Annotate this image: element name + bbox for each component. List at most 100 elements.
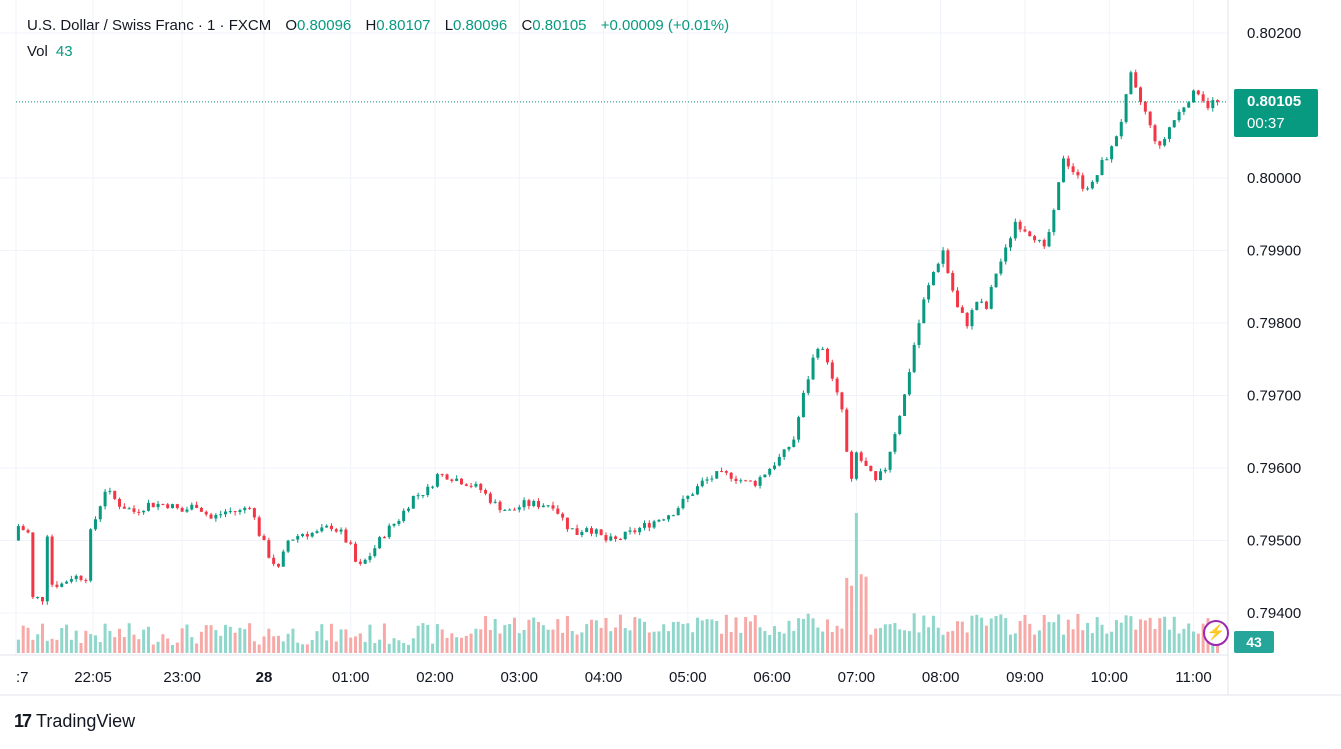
- candle-body: [171, 504, 175, 509]
- candle-body: [1042, 239, 1046, 247]
- volume-bar: [354, 636, 358, 653]
- time-tick-label: 11:00: [1175, 669, 1211, 686]
- candle-body: [1167, 127, 1171, 139]
- volume-bar: [782, 633, 786, 653]
- candle-body: [363, 559, 367, 564]
- candle-body: [469, 485, 473, 487]
- volume-bar: [344, 629, 348, 653]
- volume-bar: [936, 627, 940, 653]
- candle-body: [1211, 100, 1215, 109]
- volume-bar: [565, 615, 569, 653]
- volume-bar: [36, 634, 40, 653]
- candle-body: [1148, 111, 1152, 126]
- volume-bar: [55, 639, 59, 653]
- volume-bar: [84, 630, 88, 653]
- volume-bar: [777, 631, 781, 653]
- candle-body: [994, 273, 998, 288]
- candle-body: [257, 517, 261, 536]
- tradingview-brand[interactable]: 17 TradingView: [14, 711, 135, 732]
- candle-body: [407, 508, 411, 511]
- candle-body: [792, 439, 796, 447]
- candle-body: [859, 452, 863, 461]
- candle-body: [633, 530, 637, 533]
- candle-body: [1081, 175, 1085, 189]
- volume-bar: [329, 623, 333, 653]
- volume-bar: [1196, 633, 1200, 653]
- volume-bar: [850, 585, 854, 653]
- candle-body: [291, 539, 295, 541]
- volume-bar: [175, 642, 179, 653]
- candle-body: [1033, 236, 1037, 241]
- candle-body: [421, 495, 425, 497]
- volume-bar: [397, 640, 401, 653]
- candle-body: [565, 517, 569, 530]
- volume-bar: [60, 627, 64, 653]
- volume-bar: [334, 641, 338, 653]
- time-axis[interactable]: :7 22:05 23:00 28 01:00 02:00 03:00 04:00 05:00 0…: [16, 669, 1212, 686]
- volume-bar: [416, 625, 420, 653]
- candle-body: [228, 511, 232, 513]
- candle-body: [965, 312, 969, 327]
- symbol-legend[interactable]: U.S. Dollar / Swiss Franc · 1 · FXCM O0.…: [27, 17, 729, 34]
- volume-bar: [407, 644, 411, 653]
- volume-bar: [79, 643, 83, 653]
- candle-body: [1061, 158, 1065, 183]
- volume-bar: [816, 627, 820, 653]
- price-axis[interactable]: 0.80200 0.80000 0.79900 0.79800 0.79700 0.796…: [1247, 25, 1301, 622]
- candle-body: [830, 362, 834, 379]
- candle-body: [329, 525, 333, 530]
- volume-bar: [1061, 634, 1065, 653]
- volume-bar: [797, 618, 801, 653]
- volume-bar: [421, 623, 425, 653]
- volume-bar: [127, 623, 131, 653]
- candle-body: [825, 348, 829, 363]
- candle-body: [594, 529, 598, 534]
- volume-bar: [984, 625, 988, 653]
- candle-body: [907, 372, 911, 395]
- volume-bar: [142, 629, 146, 653]
- candle-body: [1134, 72, 1138, 88]
- volume-bar: [758, 627, 762, 653]
- volume-bar: [874, 628, 878, 653]
- candle-body: [36, 597, 40, 599]
- volume-bar: [1066, 619, 1070, 653]
- candle-body: [45, 536, 49, 602]
- low-value: 0.80096: [453, 17, 508, 34]
- volume-bar: [1153, 629, 1157, 653]
- volume-bar: [773, 626, 777, 653]
- volume-bar: [204, 625, 208, 653]
- volume-bar: [618, 614, 622, 653]
- candle-body: [1129, 72, 1133, 95]
- volume-bar: [917, 632, 921, 653]
- candle-body: [864, 460, 868, 466]
- volume-bar: [315, 631, 319, 653]
- candle-body: [185, 509, 189, 512]
- volume-bar: [1110, 631, 1114, 653]
- volume-bar: [512, 617, 516, 653]
- volume-bar: [122, 637, 126, 653]
- candle-body: [464, 484, 468, 486]
- candle-body: [729, 472, 733, 479]
- volume-bar: [691, 632, 695, 653]
- candle-body: [16, 526, 20, 541]
- lightning-icon[interactable]: ⚡: [1203, 620, 1229, 646]
- volume-legend[interactable]: Vol 43: [27, 43, 73, 60]
- low-label: L: [444, 17, 454, 34]
- volume-bar: [484, 615, 488, 653]
- time-tick-label: 10:00: [1090, 669, 1128, 686]
- candle-body: [474, 483, 478, 487]
- volume-bar: [503, 625, 507, 653]
- candle-body: [209, 514, 213, 519]
- volume-bar: [1028, 623, 1032, 653]
- candle-body: [93, 519, 97, 530]
- candle-body: [50, 536, 54, 585]
- candle-body: [142, 510, 146, 513]
- volume-bar: [498, 633, 502, 653]
- volume-bar: [825, 619, 829, 653]
- candle-body: [744, 480, 748, 482]
- volume-bar: [349, 637, 353, 653]
- volume-bar: [1018, 621, 1022, 653]
- volume-bar: [931, 615, 935, 653]
- candle-body: [720, 471, 724, 473]
